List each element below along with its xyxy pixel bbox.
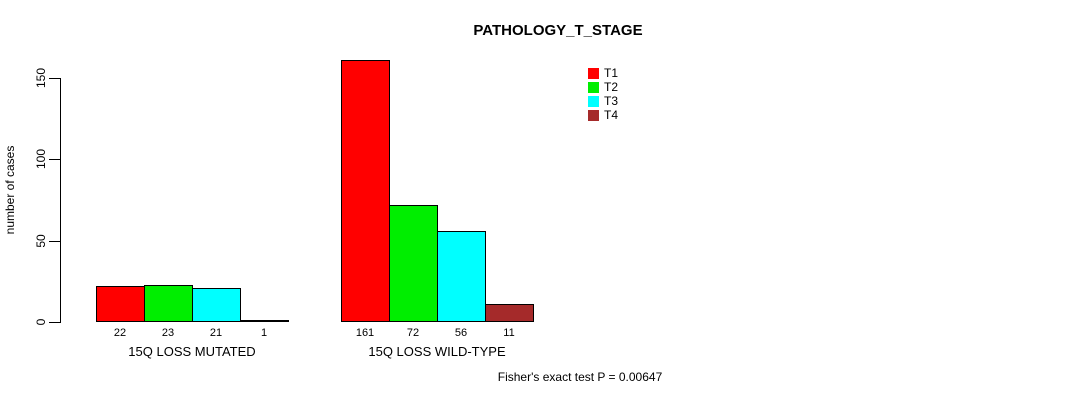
y-axis-tick xyxy=(49,159,60,161)
bar-value-label: 22 xyxy=(113,327,127,339)
y-axis-tick-label: 0 xyxy=(34,318,48,326)
legend-item-t3: T3 xyxy=(588,94,618,108)
category-label-2: 15Q LOSS WILD-TYPE xyxy=(368,344,506,359)
legend-swatch-t3 xyxy=(588,95,599,107)
bar-t3-group2 xyxy=(437,230,486,322)
bar-t4-group2 xyxy=(485,304,534,322)
legend-item-t1: T1 xyxy=(588,66,618,80)
bar-value-label: 23 xyxy=(161,327,175,339)
legend: T1 T2 T3 T4 xyxy=(588,66,618,122)
legend-item-t4: T4 xyxy=(588,108,618,122)
bar-value-label: 56 xyxy=(454,327,468,339)
legend-label-t2: T2 xyxy=(604,80,619,94)
y-axis-tick xyxy=(49,240,60,242)
stat-annotation: Fisher's exact test P = 0.00647 xyxy=(497,370,663,384)
legend-swatch-t2 xyxy=(588,81,599,93)
y-axis-tick-label: 50 xyxy=(34,233,48,248)
legend-swatch-t1 xyxy=(588,67,599,79)
bar-t3-group1 xyxy=(192,287,241,322)
legend-label-t3: T3 xyxy=(604,94,619,108)
legend-label-t4: T4 xyxy=(604,108,619,122)
legend-item-t2: T2 xyxy=(588,80,618,94)
y-axis-tick-label: 150 xyxy=(34,67,48,89)
chart-title: PATHOLOGY_T_STAGE xyxy=(473,22,643,39)
bar-t1-group2 xyxy=(341,60,390,322)
category-label-1: 15Q LOSS MUTATED xyxy=(128,344,256,359)
bar-value-label: 72 xyxy=(406,327,420,339)
y-axis-line xyxy=(60,78,61,323)
y-axis-label: number of cases xyxy=(3,145,17,235)
bar-value-label: 11 xyxy=(503,327,515,339)
legend-swatch-t4 xyxy=(588,109,599,121)
bar-t2-group1 xyxy=(144,284,193,322)
y-axis-tick xyxy=(49,322,60,323)
bar-value-label: 1 xyxy=(260,327,268,339)
y-axis-tick xyxy=(49,78,60,79)
bar-t4-group1 xyxy=(240,320,289,323)
bar-t1-group1 xyxy=(96,286,145,322)
bar-value-label: 161 xyxy=(355,327,375,339)
y-axis-tick-label: 100 xyxy=(34,149,48,170)
bar-t2-group2 xyxy=(389,204,438,322)
bar-value-label: 21 xyxy=(209,327,223,339)
legend-label-t1: T1 xyxy=(604,66,619,80)
